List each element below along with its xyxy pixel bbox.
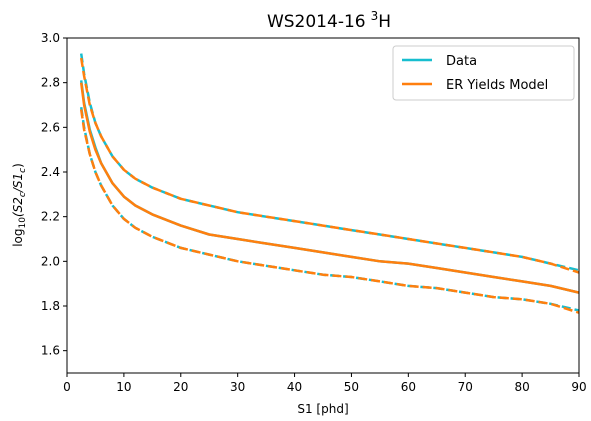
y-tick-label: 2.0 xyxy=(41,254,60,268)
legend-label-er-yields-model: ER Yields Model xyxy=(446,78,548,93)
y-tick-label: 2.6 xyxy=(41,120,60,134)
x-tick-label: 50 xyxy=(344,380,359,394)
x-tick-label: 20 xyxy=(173,380,188,394)
series-line-er-yields-model-upper xyxy=(79,57,580,274)
plot-frame xyxy=(66,37,580,374)
x-tick-label: 60 xyxy=(401,380,416,394)
series-line-er-yields-model-lower xyxy=(79,109,580,314)
axis-ticks: 0 10 20 30 40 50 60 70 80 90 1.6 1.8 2.0 2.2 2.4 2.6 2.8… xyxy=(41,31,587,394)
x-tick-label: 40 xyxy=(287,380,302,394)
x-tick-label: 80 xyxy=(514,380,529,394)
y-tick-label: 1.8 xyxy=(41,299,60,313)
series-line-data-median xyxy=(79,80,580,294)
y-tick-label: 3.0 xyxy=(41,31,60,45)
y-tick-label: 2.8 xyxy=(41,76,60,90)
x-tick-label: 70 xyxy=(458,380,473,394)
data-lines xyxy=(79,53,580,314)
y-tick-label: 2.4 xyxy=(41,165,60,179)
x-tick-label: 10 xyxy=(116,380,131,394)
x-tick-label: 90 xyxy=(571,380,586,394)
y-tick-label: 1.6 xyxy=(41,344,60,358)
x-axis-label: S1 [phd] xyxy=(297,402,348,416)
series-line-er-yields-model-median xyxy=(79,82,580,294)
chart-title: WS2014-16 3H xyxy=(267,9,391,32)
y-axis-label: log10(S2c/S1c) xyxy=(11,163,28,247)
legend-label-data: Data xyxy=(446,54,477,69)
y-tick-label: 2.2 xyxy=(41,210,60,224)
legend-box xyxy=(392,45,575,101)
series-line-data-lower xyxy=(79,107,580,312)
x-tick-label: 30 xyxy=(230,380,245,394)
legend: Data ER Yields Model xyxy=(392,45,575,101)
x-tick-label: 0 xyxy=(63,380,71,394)
